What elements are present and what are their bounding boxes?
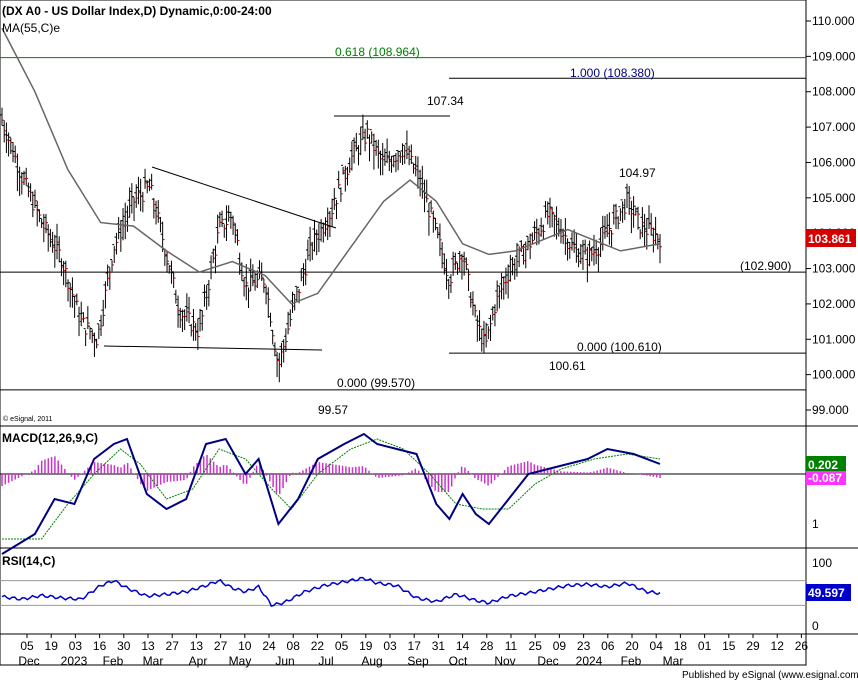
x-tick-day: 24 — [262, 639, 276, 653]
rsi-value-badge — [806, 584, 851, 601]
ma-label: MA(55,C)e — [2, 21, 60, 35]
x-tick-day: 22 — [311, 639, 325, 653]
x-tick-day: 29 — [746, 639, 760, 653]
price-y-tick-label: 110.000 — [812, 14, 855, 28]
x-tick-day: 13 — [141, 639, 155, 653]
fib-1000-label: 1.000 (108.380) — [570, 66, 655, 80]
x-tick-day: 11 — [505, 639, 518, 653]
upper-trendline — [151, 166, 337, 229]
x-tick-day: 19 — [359, 639, 373, 653]
chart-title: (DX A0 - US Dollar Index,D) Dynamic,0:00… — [2, 4, 272, 18]
x-tick-day: 18 — [674, 639, 688, 653]
x-tick-day: 27 — [214, 639, 228, 653]
signal-value-badge — [806, 471, 846, 485]
x-tick-day: 08 — [287, 639, 301, 653]
peak-label: 107.34 — [427, 94, 464, 108]
x-tick-day: 09 — [553, 639, 567, 653]
plot-frame — [0, 0, 807, 666]
rsi-title: RSI(14,C) — [2, 554, 55, 568]
jul-low-label: 99.57 — [318, 403, 348, 417]
x-tick-day: 04 — [650, 639, 664, 653]
rsi-line — [1, 576, 661, 607]
x-axis: 05 19 03 16 30 13 27 13 27 10 24 08 22 05 19 03 17 31 14 28… — [18, 634, 808, 668]
x-tick-day: 23 — [577, 639, 591, 653]
x-tick-month: Jun — [275, 654, 294, 668]
x-tick-day: 06 — [601, 639, 615, 653]
recent-high-label: 104.97 — [619, 166, 656, 180]
trendlines — [103, 115, 450, 351]
price-y-tick-label: 105.000 — [812, 191, 856, 205]
rsi-y-tick-0: 0 — [812, 619, 819, 633]
macd-pane — [0, 432, 806, 555]
x-tick-day: 05 — [335, 639, 349, 653]
dec-low-label: 100.61 — [549, 359, 586, 373]
rsi-y-tick-100: 100 — [812, 556, 832, 570]
x-tick-day: 26 — [795, 639, 809, 653]
macd-y-tick: 1 — [812, 517, 819, 531]
x-tick-month: Feb — [621, 654, 642, 668]
macd-value-badge — [806, 456, 846, 472]
price-y-tick-label: 99.000 — [812, 403, 849, 417]
x-tick-day: 14 — [456, 639, 470, 653]
rsi-pane — [0, 576, 806, 607]
x-tick-month: 2023 — [61, 654, 88, 668]
x-tick-day: 05 — [20, 639, 34, 653]
copyright-label: © eSignal, 2011 — [3, 415, 53, 423]
x-tick-month: May — [229, 654, 252, 668]
x-tick-day: 27 — [166, 639, 180, 653]
macd-title: MACD(12,26,9,C) — [2, 431, 98, 445]
x-tick-day: 01 — [698, 639, 712, 653]
x-tick-month: Nov — [494, 654, 515, 668]
rsi-value: 49.597 — [808, 586, 845, 600]
price-y-tick-label: 101.000 — [812, 332, 856, 346]
ma-line — [1, 27, 661, 305]
x-tick-month: Sep — [407, 654, 429, 668]
x-tick-month: Aug — [361, 654, 382, 668]
x-tick-day: 17 — [408, 639, 422, 653]
x-tick-month: Jul — [318, 654, 333, 668]
x-tick-month: Mar — [663, 654, 684, 668]
price-y-tick-label: 108.000 — [812, 85, 856, 99]
price-y-tick-label: 102.000 — [812, 297, 856, 311]
price-y-tick-label: 100.000 — [812, 368, 856, 382]
footer-credit: Published by eSignal (www.esignal.com) — [682, 670, 858, 681]
fib-618-label: 0.618 (108.964) — [335, 45, 420, 59]
x-tick-month: Dec — [537, 654, 558, 668]
x-tick-day: 19 — [45, 639, 59, 653]
macd-line — [1, 432, 661, 555]
x-tick-month: Apr — [189, 654, 208, 668]
price-pane — [0, 27, 806, 391]
x-tick-month: Mar — [143, 654, 164, 668]
x-tick-month: Feb — [103, 654, 124, 668]
signal-value: -0.087 — [808, 471, 842, 485]
price-y-tick-label: 106.000 — [812, 155, 856, 169]
x-tick-day: 10 — [238, 639, 252, 653]
support-label: (102.900) — [740, 259, 791, 273]
x-tick-day: 20 — [625, 639, 639, 653]
x-tick-day: 16 — [93, 639, 107, 653]
last-price-badge — [806, 229, 856, 247]
x-tick-day: 03 — [69, 639, 83, 653]
x-tick-day: 25 — [529, 639, 543, 653]
x-tick-month: Dec — [18, 654, 39, 668]
price-y-tick-label: 103.000 — [812, 262, 856, 276]
fib-0-label-upper: 0.000 (100.610) — [577, 340, 662, 354]
price-y-tick-label: 109.000 — [812, 49, 856, 63]
x-tick-day: 12 — [771, 639, 785, 653]
x-tick-day: 15 — [722, 639, 736, 653]
x-tick-day: 13 — [190, 639, 204, 653]
fib-0-label-lower: 0.000 (99.570) — [337, 376, 415, 390]
lower-trendline — [103, 345, 323, 351]
x-tick-day: 03 — [383, 639, 397, 653]
last-price-value: 103.861 — [808, 232, 852, 246]
macd-signal-line — [2, 438, 661, 540]
x-tick-day: 28 — [480, 639, 494, 653]
x-tick-day: 30 — [117, 639, 131, 653]
price-y-tick-label: 107.000 — [812, 120, 856, 134]
x-tick-month: Oct — [449, 654, 468, 668]
macd-value: 0.202 — [808, 458, 838, 472]
x-tick-day: 31 — [432, 639, 446, 653]
x-tick-month: 2024 — [576, 654, 603, 668]
